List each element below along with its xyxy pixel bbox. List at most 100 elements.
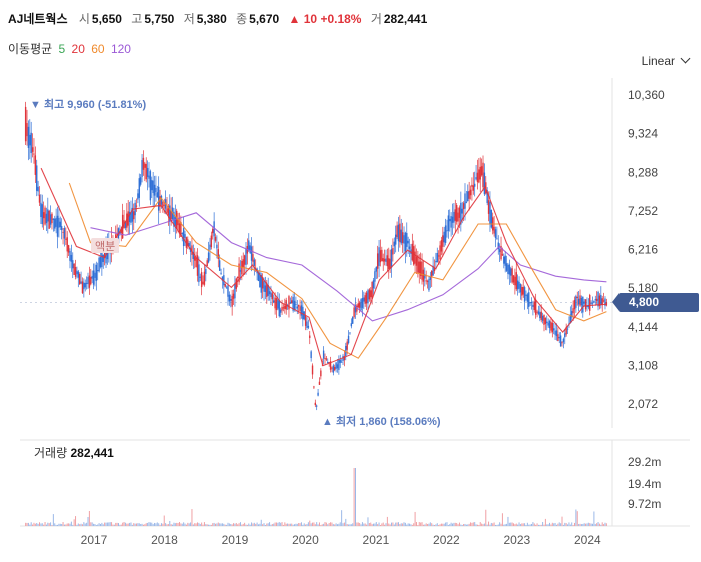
volume-bar [410, 524, 412, 526]
volume-bar [375, 522, 377, 526]
volume-bar [292, 524, 294, 526]
volume-bar [353, 468, 355, 526]
volume-bar [251, 522, 253, 526]
moving-average-label: 이동평균 [8, 42, 53, 56]
candle-body [601, 298, 603, 306]
candle-body [67, 245, 70, 253]
x-tick-label: 2022 [433, 533, 460, 547]
candle-body [65, 238, 67, 240]
candle-body [102, 254, 104, 262]
volume-bar [187, 522, 189, 526]
candle-body [289, 302, 292, 304]
candle-body [576, 296, 578, 299]
candle-body [559, 335, 562, 347]
x-tick-label: 2017 [81, 533, 108, 547]
volume-bar [129, 522, 131, 526]
volume-bar [535, 524, 537, 526]
candle-body [543, 314, 545, 325]
volume-bar [97, 524, 99, 526]
volume-bar [278, 522, 280, 526]
volume-bar [562, 524, 564, 526]
volume-bar [206, 524, 208, 526]
candle-body [314, 402, 317, 406]
volume-bar [48, 523, 50, 526]
volume-bar [156, 522, 158, 526]
volume-bar [377, 524, 379, 526]
volume-bar [59, 523, 61, 526]
volume-bar [282, 524, 284, 526]
candle-body [307, 325, 310, 328]
candle-body [264, 285, 267, 293]
candle-body [331, 367, 333, 369]
volume-bar [284, 522, 286, 526]
volume-bar [503, 524, 505, 526]
volume-bar [127, 523, 129, 526]
ma-5[interactable]: 5 [58, 42, 66, 56]
volume-bar [391, 522, 393, 526]
volume-bar [531, 523, 533, 526]
volume-bar [446, 522, 448, 526]
candle-body [203, 271, 206, 285]
candle-body [534, 299, 537, 315]
volume-bar [425, 523, 427, 526]
candle-body [120, 228, 122, 234]
volume-bar [25, 522, 27, 526]
scale-toggle[interactable]: Linear [642, 53, 691, 68]
volume-bar [285, 523, 287, 526]
ma-60[interactable]: 60 [91, 42, 105, 56]
candle-body [317, 392, 319, 396]
volume-bar [385, 523, 387, 526]
candle-body [572, 308, 574, 314]
volume-bar [228, 523, 230, 526]
volume-bar [133, 523, 135, 526]
ma-20[interactable]: 20 [71, 42, 85, 56]
candle-body [388, 258, 390, 270]
candle-body [94, 272, 96, 278]
candle-body [101, 251, 103, 268]
volume-bar [543, 524, 545, 526]
volume-bar [453, 522, 455, 526]
candle-body [119, 231, 121, 235]
volume-bar [147, 522, 149, 526]
volume-bar [216, 523, 218, 526]
volume-bar [152, 524, 154, 526]
volume-bar [490, 522, 492, 526]
volume-bar [555, 524, 557, 526]
volume-bar [432, 524, 434, 526]
volume-bar [409, 523, 411, 526]
candle-body [115, 234, 117, 239]
volume-bar [550, 524, 552, 526]
candle-body [63, 228, 66, 239]
candle-body [62, 231, 64, 233]
volume-bar [192, 524, 194, 526]
volume-bar [226, 524, 228, 526]
candle-body [602, 300, 605, 302]
candle-body [352, 317, 354, 324]
candle-body [320, 370, 322, 377]
candle-body [235, 278, 238, 289]
candle-body [381, 249, 383, 261]
volume-bar [382, 522, 384, 526]
volume-bar [170, 524, 172, 526]
candle-body [66, 237, 68, 252]
volume-bar [540, 524, 542, 526]
y-tick-label: 6,216 [628, 243, 658, 257]
volume-bar [264, 524, 266, 526]
volume-bar [590, 523, 592, 526]
volume-bar [323, 523, 325, 526]
volume-bar [84, 523, 86, 526]
volume-bar [350, 524, 352, 526]
volume-bar [572, 524, 574, 526]
volume-bar [424, 524, 426, 526]
ma-120[interactable]: 120 [110, 42, 131, 56]
volume-bar [420, 522, 422, 526]
volume-bar [174, 523, 176, 526]
candle-body [465, 201, 468, 203]
volume-bar [551, 522, 553, 526]
candle-body [281, 306, 283, 311]
volume-bar [307, 522, 309, 526]
candle-body [218, 260, 221, 271]
volume-bar [434, 524, 436, 526]
candle-body [220, 272, 222, 274]
